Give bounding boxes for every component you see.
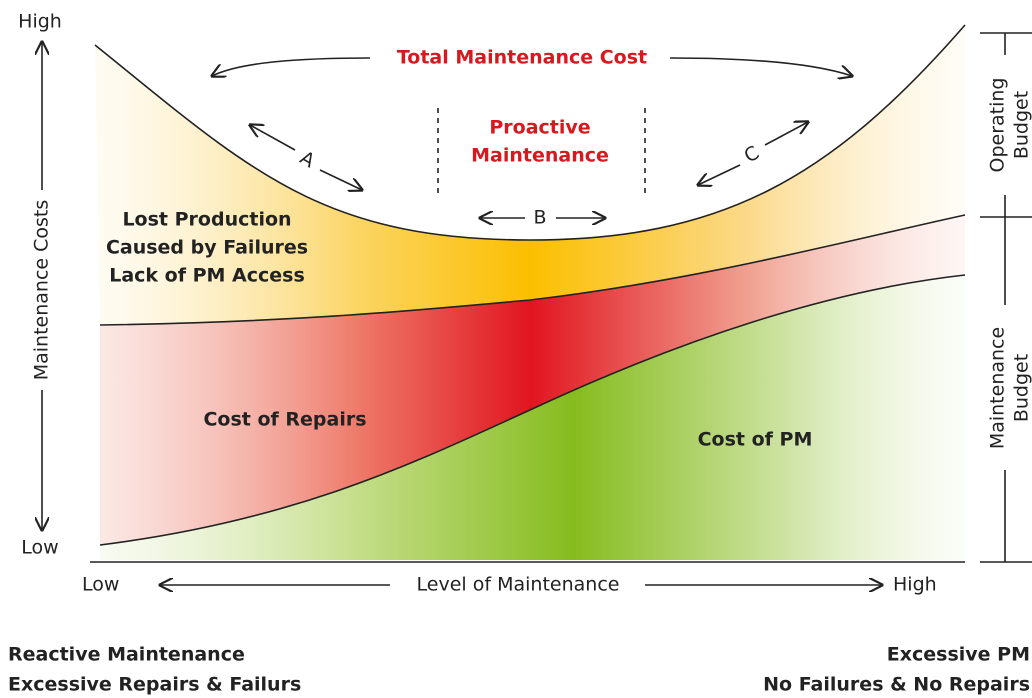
repairs-area: [100, 215, 965, 545]
zone-arrow: [764, 122, 808, 146]
right-note: Excessive PM: [887, 644, 1030, 666]
operating-budget: Budget: [1011, 91, 1032, 159]
zone-arrow: [250, 125, 296, 151]
lost-production-line: Caused by Failures: [106, 237, 308, 259]
lost-production-line: Lost Production: [122, 209, 291, 231]
left-note: Reactive Maintenance: [8, 644, 245, 666]
right-note: No Failures & No Repairs: [763, 674, 1030, 696]
operating-budget: Operating: [987, 78, 1009, 173]
pm-label: Cost of PM: [698, 429, 813, 451]
zone-arrow: [319, 169, 362, 190]
lost-production-area: [95, 25, 965, 325]
proactive-line: Proactive: [489, 117, 590, 139]
total-arrow-left: [212, 57, 371, 76]
total-arrow-right: [669, 57, 852, 76]
zone-label: A: [296, 147, 318, 173]
total-cost-label: Total Maintenance Cost: [397, 47, 647, 69]
label-bg: [990, 305, 1030, 470]
x-low: Low: [82, 574, 119, 596]
zone-label: B: [533, 207, 546, 229]
label-bg: [990, 55, 1030, 195]
repairs-label: Cost of Repairs: [203, 409, 366, 431]
x-high: High: [893, 574, 937, 596]
pm-area: [100, 275, 965, 560]
zone-arrow: [698, 164, 741, 185]
y-low: Low: [21, 537, 58, 559]
lost-production-line: Lack of PM Access: [109, 265, 305, 287]
maintenance-budget: Budget: [1011, 354, 1032, 422]
pm-curve: [99, 274, 966, 546]
repairs-curve: [99, 214, 966, 326]
proactive-line: Maintenance: [471, 145, 609, 167]
x-axis-label: Level of Maintenance: [417, 574, 620, 596]
zone-label: C: [740, 142, 763, 168]
left-note: Excessive Repairs & Failurs: [8, 674, 301, 696]
y-high: High: [18, 11, 62, 33]
maintenance-budget: Maintenance: [987, 327, 1009, 449]
y-axis-label: Maintenance Costs: [31, 200, 53, 381]
total-cost-curve: [94, 24, 966, 241]
